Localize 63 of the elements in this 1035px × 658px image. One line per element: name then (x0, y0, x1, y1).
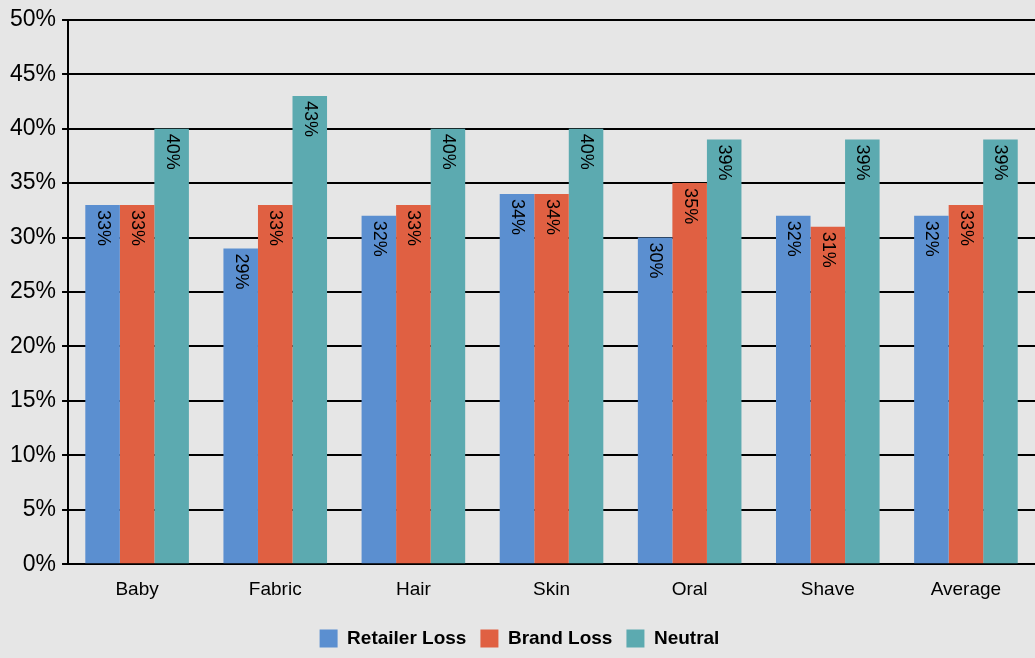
data-label: 43% (300, 101, 321, 138)
y-tick-label: 30% (9, 222, 57, 249)
bar (396, 204, 431, 564)
y-tick-label: 15% (9, 386, 57, 413)
bar (223, 248, 258, 564)
y-tick-label: 40% (9, 114, 57, 141)
data-label: 40% (162, 133, 183, 170)
bar (361, 215, 397, 564)
bar (775, 215, 811, 564)
bar (810, 226, 846, 564)
bar (948, 204, 984, 564)
x-tick-label: Fabric (248, 577, 302, 599)
x-tick-label: Oral (671, 577, 708, 599)
bar (706, 139, 742, 564)
bar (430, 128, 466, 564)
data-label: 33% (128, 209, 149, 246)
data-label: 33% (956, 209, 977, 246)
y-tick-label: 5% (22, 495, 57, 522)
x-tick-label: Hair (395, 577, 432, 599)
data-label: 29% (231, 253, 252, 290)
bar (672, 183, 707, 564)
bar (637, 237, 673, 564)
data-label: 35% (680, 188, 701, 225)
bar (154, 128, 189, 564)
y-tick-label: 45% (9, 59, 57, 86)
data-label: 33% (93, 209, 114, 246)
data-label: 40% (577, 133, 598, 170)
data-label: 34% (508, 199, 529, 236)
data-label: 33% (404, 209, 425, 246)
data-label: 40% (438, 133, 459, 170)
data-label: 39% (853, 144, 874, 181)
x-tick-label: Shave (800, 577, 855, 599)
y-tick-label: 10% (9, 440, 57, 467)
bar (292, 96, 328, 564)
bar (845, 139, 880, 564)
bar (85, 204, 120, 564)
bar (257, 204, 293, 564)
legend-label: Retailer Loss (347, 626, 467, 648)
y-tick-label: 50% (9, 5, 57, 32)
y-tick-label: 0% (22, 549, 57, 576)
data-label: 32% (784, 220, 805, 257)
bar (499, 194, 535, 564)
bar (568, 128, 604, 564)
bar (983, 139, 1018, 564)
data-label: 32% (922, 220, 943, 257)
x-tick-label: Skin (533, 577, 570, 599)
data-label: 34% (542, 199, 563, 236)
bar (914, 215, 949, 564)
bar (534, 194, 569, 564)
legend-label: Brand Loss (507, 626, 613, 648)
data-label: 39% (715, 144, 736, 181)
y-tick-label: 25% (9, 277, 57, 304)
data-label: 32% (369, 220, 390, 257)
data-label: 31% (818, 231, 839, 268)
bar (119, 204, 155, 564)
y-tick-label: 35% (9, 168, 57, 195)
data-label: 30% (646, 242, 667, 279)
x-tick-label: Average (930, 577, 1002, 599)
x-tick-label: Baby (115, 577, 160, 599)
data-label: 33% (266, 209, 287, 246)
legend-label: Neutral (653, 626, 720, 648)
y-tick-label: 20% (9, 331, 57, 358)
data-label: 39% (991, 144, 1012, 181)
